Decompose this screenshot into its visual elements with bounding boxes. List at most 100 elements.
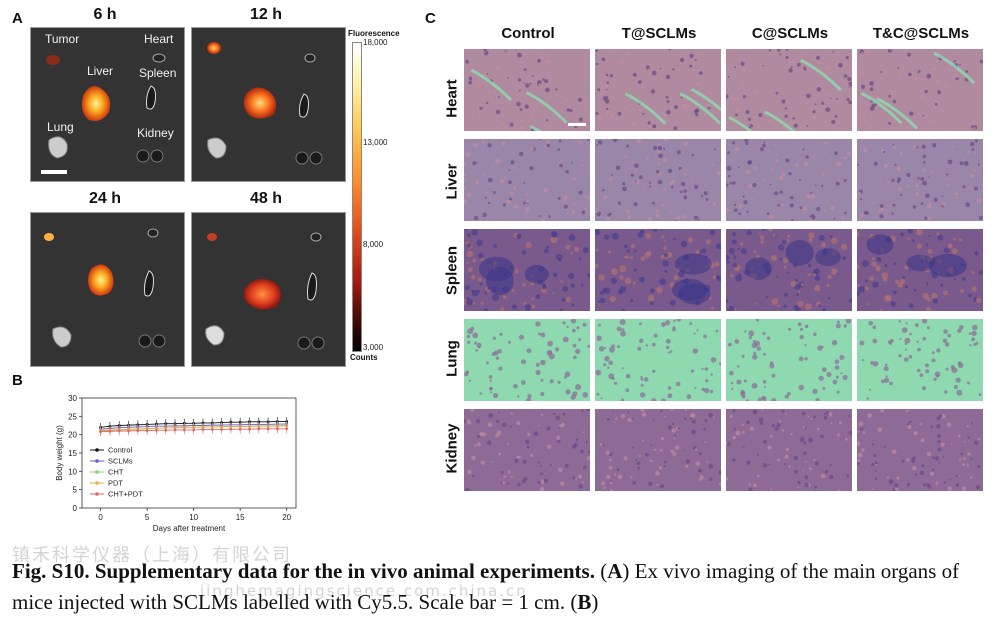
histology-tile-2-2 — [726, 229, 852, 311]
legend-label: CHT — [108, 468, 124, 477]
histology-tile-3-1 — [595, 319, 721, 401]
histology-scale-bar — [568, 123, 586, 126]
legend-marker — [95, 448, 99, 452]
figure-caption: Fig. S10. Supplementary data for the in … — [12, 559, 960, 614]
organ-fluorescence-12h — [207, 42, 323, 165]
legend-label: Control — [108, 446, 133, 455]
organ-fluorescence-48h — [205, 232, 325, 350]
data-point — [108, 429, 112, 433]
colorbar-tick-3000: 3,000 — [363, 343, 384, 352]
data-point — [99, 430, 103, 434]
panel-a-letter: A — [12, 10, 23, 27]
time-label-6h: 6 h — [93, 6, 117, 23]
colorbar-tick-13000: 13,000 — [363, 138, 388, 147]
y-tick-label: 10 — [68, 467, 77, 476]
histology-tile-3-2 — [726, 319, 852, 401]
fluorescence-image-48h — [191, 212, 346, 367]
colorbar-unit: Counts — [350, 353, 378, 362]
data-point — [145, 429, 149, 433]
row-header-spleen: Spleen — [443, 245, 461, 296]
time-label-24h: 24 h — [88, 190, 121, 207]
histology-tile-4-1 — [595, 409, 721, 491]
histology-tile-2-3 — [857, 229, 983, 311]
histology-tile-3-0 — [464, 319, 590, 401]
histology-grid — [464, 49, 984, 491]
organ-label-kidney: Kidney — [137, 126, 174, 140]
body-weight-chart: 0 5 10 15 20 25 30 0 5 10 15 20 Days after treatment… — [55, 394, 297, 533]
histology-tile-3-3 — [857, 319, 983, 401]
data-point — [210, 428, 214, 431]
data-point — [238, 427, 242, 431]
column-header-control: Control — [501, 25, 555, 42]
colorbar-tick-8000: 8,000 — [363, 240, 384, 249]
column-header-tc-sclms: T&C@SCLMs — [872, 25, 970, 42]
organ-label-spleen: Spleen — [139, 66, 177, 80]
histology-tile-4-2 — [726, 409, 852, 491]
histology-tile-0-2 — [726, 49, 852, 131]
data-point — [220, 428, 223, 431]
fluorescence-image-6h: Tumor Heart Liver Spleen Lung Kidney — [30, 27, 185, 182]
y-tick-label: 15 — [68, 449, 77, 458]
data-point — [257, 427, 261, 431]
data-point — [201, 428, 205, 431]
legend-marker — [95, 492, 99, 496]
time-label-48h: 48 h — [249, 190, 282, 207]
histology-tile-1-1 — [595, 139, 721, 221]
data-point — [182, 428, 186, 432]
data-point — [117, 429, 121, 433]
x-tick-label: 15 — [236, 513, 245, 522]
row-header-lung: Lung — [443, 340, 461, 377]
data-point — [229, 427, 233, 431]
y-axis-label: Body weight (g) — [55, 425, 64, 481]
data-point — [275, 427, 279, 431]
histology-tile-0-3 — [857, 49, 983, 131]
watermark-line2: jinghemagingscience.com.china.cn — [200, 582, 528, 600]
fluorescence-image-24h — [30, 212, 185, 367]
colorbar — [352, 42, 362, 352]
time-label-12h: 12 h — [249, 6, 282, 23]
y-tick-label: 5 — [73, 486, 78, 495]
y-tick-label: 25 — [68, 412, 77, 421]
fluorescence-image-12h — [191, 27, 346, 182]
data-point — [127, 429, 130, 433]
column-header-c-sclms: C@SCLMs — [751, 25, 829, 42]
organ-fluorescence-24h — [44, 228, 166, 348]
caption-bold-lead: Fig. S10. Supplementary data for the in … — [12, 559, 595, 583]
data-point — [173, 428, 177, 432]
legend-label: PDT — [108, 479, 123, 488]
caption-part2-letter: B — [577, 590, 592, 614]
caption-part1-text: Ex vivo imaging of the main organs of mi… — [12, 559, 960, 614]
data-point — [136, 429, 140, 433]
organ-label-lung: Lung — [47, 120, 74, 134]
data-point — [248, 427, 251, 431]
organ-label-heart: Heart — [144, 32, 174, 46]
legend-marker — [95, 459, 99, 463]
y-tick-label: 20 — [68, 431, 77, 440]
watermark-line1: 镇禾科学仪器（上海）有限公司 — [12, 545, 292, 566]
scale-bar — [41, 170, 67, 174]
legend-marker — [95, 470, 99, 474]
histology-tile-4-3 — [857, 409, 983, 491]
histology-tile-1-3 — [857, 139, 983, 221]
legend-label: SCLMs — [108, 457, 133, 466]
x-tick-label: 20 — [282, 513, 291, 522]
y-tick-label: 0 — [73, 504, 78, 513]
colorbar-title: Fluorescence — [348, 29, 400, 38]
x-tick-label: 0 — [98, 513, 103, 522]
row-header-liver: Liver — [443, 163, 461, 200]
data-point — [164, 428, 168, 432]
panel-c-letter: C — [425, 10, 436, 27]
data-point — [192, 428, 196, 432]
legend-marker — [95, 481, 99, 485]
histology-tile-0-0 — [464, 49, 590, 131]
data-point — [285, 427, 289, 431]
row-header-heart: Heart — [443, 79, 461, 118]
x-axis-label: Days after treatment — [153, 524, 226, 533]
legend-label: CHT+PDT — [108, 490, 143, 499]
caption-part1-letter: A — [607, 559, 623, 583]
x-tick-label: 10 — [189, 513, 198, 522]
x-tick-label: 5 — [145, 513, 150, 522]
colorbar-tick-18000: 18,000 — [363, 38, 388, 47]
column-header-t-sclms: T@SCLMs — [621, 25, 697, 42]
histology-tile-2-0 — [464, 229, 590, 311]
